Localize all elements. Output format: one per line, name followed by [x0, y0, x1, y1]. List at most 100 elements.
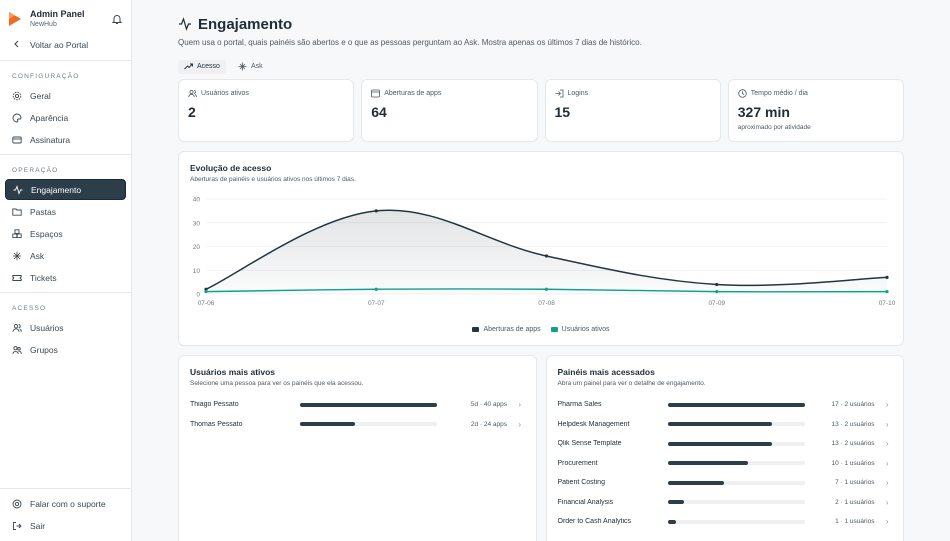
sidebar-item-pastas[interactable]: Pastas	[5, 201, 126, 222]
progress-bar	[667, 461, 805, 466]
divider	[0, 154, 131, 155]
top-panels-card: Painéis mais acessados Abra um painel pa…	[545, 355, 904, 541]
kpi-value: 327 min	[737, 104, 790, 120]
sidebar-item-label: Usuários	[30, 322, 64, 333]
main-content: Engajamento Quem usa o portal, quais pai…	[132, 0, 950, 541]
evolution-chart: 0 10 20 30 40 07-06 07-07 07-08 07-09 07-10	[193, 197, 896, 308]
progress-fill	[667, 500, 684, 505]
kpi-label: Tempo médio / dia	[750, 90, 808, 97]
x-tick-label: 07-07	[368, 300, 385, 307]
sidebar-item-tickets[interactable]: Tickets	[5, 267, 126, 288]
panel-row[interactable]: Helpdesk Management 13 · 2 usuários ›	[558, 415, 893, 435]
series-area	[206, 210, 887, 294]
panel-name: Financial Analysis	[557, 498, 614, 506]
sidebar: Admin Panel NewHub Voltar ao Portal CONF…	[0, 0, 132, 541]
panel-row[interactable]: Qlik Sense Template 13 · 2 usuários ›	[558, 434, 893, 454]
sidebar-item-espacos[interactable]: Espaços	[5, 223, 126, 244]
kpi-label: Logins	[567, 90, 589, 97]
sidebar-item-usuarios[interactable]: Usuários	[5, 317, 126, 338]
group-icon	[12, 345, 22, 355]
panel-name: Procurement	[557, 459, 598, 467]
progress-fill	[667, 519, 676, 524]
top-users-card: Usuários mais ativos Selecione uma pesso…	[178, 355, 537, 541]
progress-bar	[300, 422, 437, 427]
kpi-value: 64	[371, 104, 387, 120]
bell-icon[interactable]	[111, 13, 123, 25]
progress-fill	[667, 422, 773, 427]
progress-bar	[667, 422, 805, 427]
user-row[interactable]: Thiago Pessato 5d · 40 apps ›	[190, 395, 525, 415]
panel-meta: 10 · 1 usuários	[831, 459, 875, 467]
sidebar-item-label: Grupos	[30, 344, 58, 355]
activity-icon	[178, 17, 192, 31]
tab-label: Ask	[250, 63, 263, 70]
page-title: Engajamento	[198, 15, 293, 33]
sidebar-section-label: OPERAÇÃO	[12, 167, 59, 174]
data-point	[885, 290, 889, 294]
users-icon	[188, 89, 197, 98]
panel-row[interactable]: Procurement 10 · 1 usuários ›	[558, 454, 893, 474]
sidebar-item-label: Assinatura	[30, 134, 71, 145]
kpi-label: Usuários ativos	[201, 90, 249, 97]
chevron-right-icon: ›	[885, 517, 889, 527]
chart-legend: Aberturas de apps Usuários ativos	[179, 326, 903, 333]
progress-fill	[667, 441, 773, 446]
progress-fill	[300, 402, 437, 407]
users-icon	[12, 323, 22, 333]
help-circle-icon	[12, 499, 22, 509]
sidebar-item-geral[interactable]: Geral	[5, 85, 126, 106]
kpi-card-active-users: Usuários ativos 2	[178, 79, 355, 142]
user-name: Thomas Pessato	[190, 420, 243, 428]
gear-icon	[12, 91, 22, 101]
chevron-left-icon	[12, 39, 22, 51]
sidebar-item-label: Geral	[30, 90, 51, 101]
card-title: Painéis mais acessados	[557, 367, 655, 377]
kpi-value: 2	[188, 104, 196, 120]
card-subtitle: Selecione uma pessoa para ver os painéis…	[190, 380, 364, 387]
sidebar-item-engajamento[interactable]: Engajamento	[5, 179, 126, 200]
activity-icon	[13, 184, 23, 195]
sidebar-item-aparencia[interactable]: Aparência	[5, 107, 126, 128]
support-link[interactable]: Falar com o suporte	[5, 493, 126, 514]
progress-bar	[667, 519, 805, 524]
brand: Admin Panel NewHub	[0, 0, 131, 30]
user-row[interactable]: Thomas Pessato 2d · 24 apps ›	[190, 415, 525, 435]
sparkle-icon	[12, 251, 22, 261]
tab-ask[interactable]: Ask	[232, 60, 269, 74]
panel-meta: 17 · 2 usuários	[831, 401, 875, 409]
data-point	[374, 287, 378, 291]
tab-acesso[interactable]: Acesso	[178, 59, 226, 74]
panel-name: Helpdesk Management	[557, 420, 630, 428]
sidebar-item-label: Pastas	[30, 206, 56, 217]
progress-fill	[667, 461, 749, 466]
sidebar-item-grupos[interactable]: Grupos	[5, 339, 126, 360]
logout-link[interactable]: Sair	[5, 515, 126, 536]
x-tick-label: 07-10	[879, 300, 896, 307]
sidebar-section-label: ACESSO	[12, 305, 47, 312]
progress-fill	[667, 402, 805, 407]
panel-row[interactable]: Financial Analysis 2 · 1 usuários ›	[558, 493, 893, 513]
folder-icon	[12, 207, 22, 217]
app-logo-icon	[8, 11, 22, 27]
panel-row[interactable]: Pharma Sales 17 · 2 usuários ›	[558, 395, 893, 415]
credit-card-icon	[12, 135, 22, 145]
card-title: Usuários mais ativos	[190, 367, 276, 377]
sidebar-section-label: CONFIGURAÇÃO	[12, 73, 80, 80]
data-point	[885, 275, 889, 279]
data-point	[204, 287, 208, 291]
boxes-icon	[12, 228, 22, 239]
divider	[0, 292, 131, 293]
legend-item: Aberturas de apps	[472, 326, 541, 333]
panel-row[interactable]: Patient Costing 7 · 1 usuários ›	[558, 473, 893, 493]
legend-swatch	[472, 327, 480, 332]
sidebar-item-assinatura[interactable]: Assinatura	[5, 129, 126, 150]
logout-icon	[12, 521, 22, 531]
tab-label: Acesso	[197, 63, 220, 70]
back-to-portal-link[interactable]: Voltar ao Portal	[0, 34, 131, 56]
sidebar-item-ask[interactable]: Ask	[5, 245, 126, 266]
card-subtitle: Abra um painel para ver o detalhe de eng…	[557, 380, 706, 387]
panel-row[interactable]: Order to Cash Analytics 1 · 1 usuários ›	[558, 512, 893, 532]
kpi-note: aproximado por atividade	[737, 124, 811, 131]
user-name: Thiago Pessato	[190, 401, 239, 409]
y-tick-label: 10	[193, 268, 201, 275]
